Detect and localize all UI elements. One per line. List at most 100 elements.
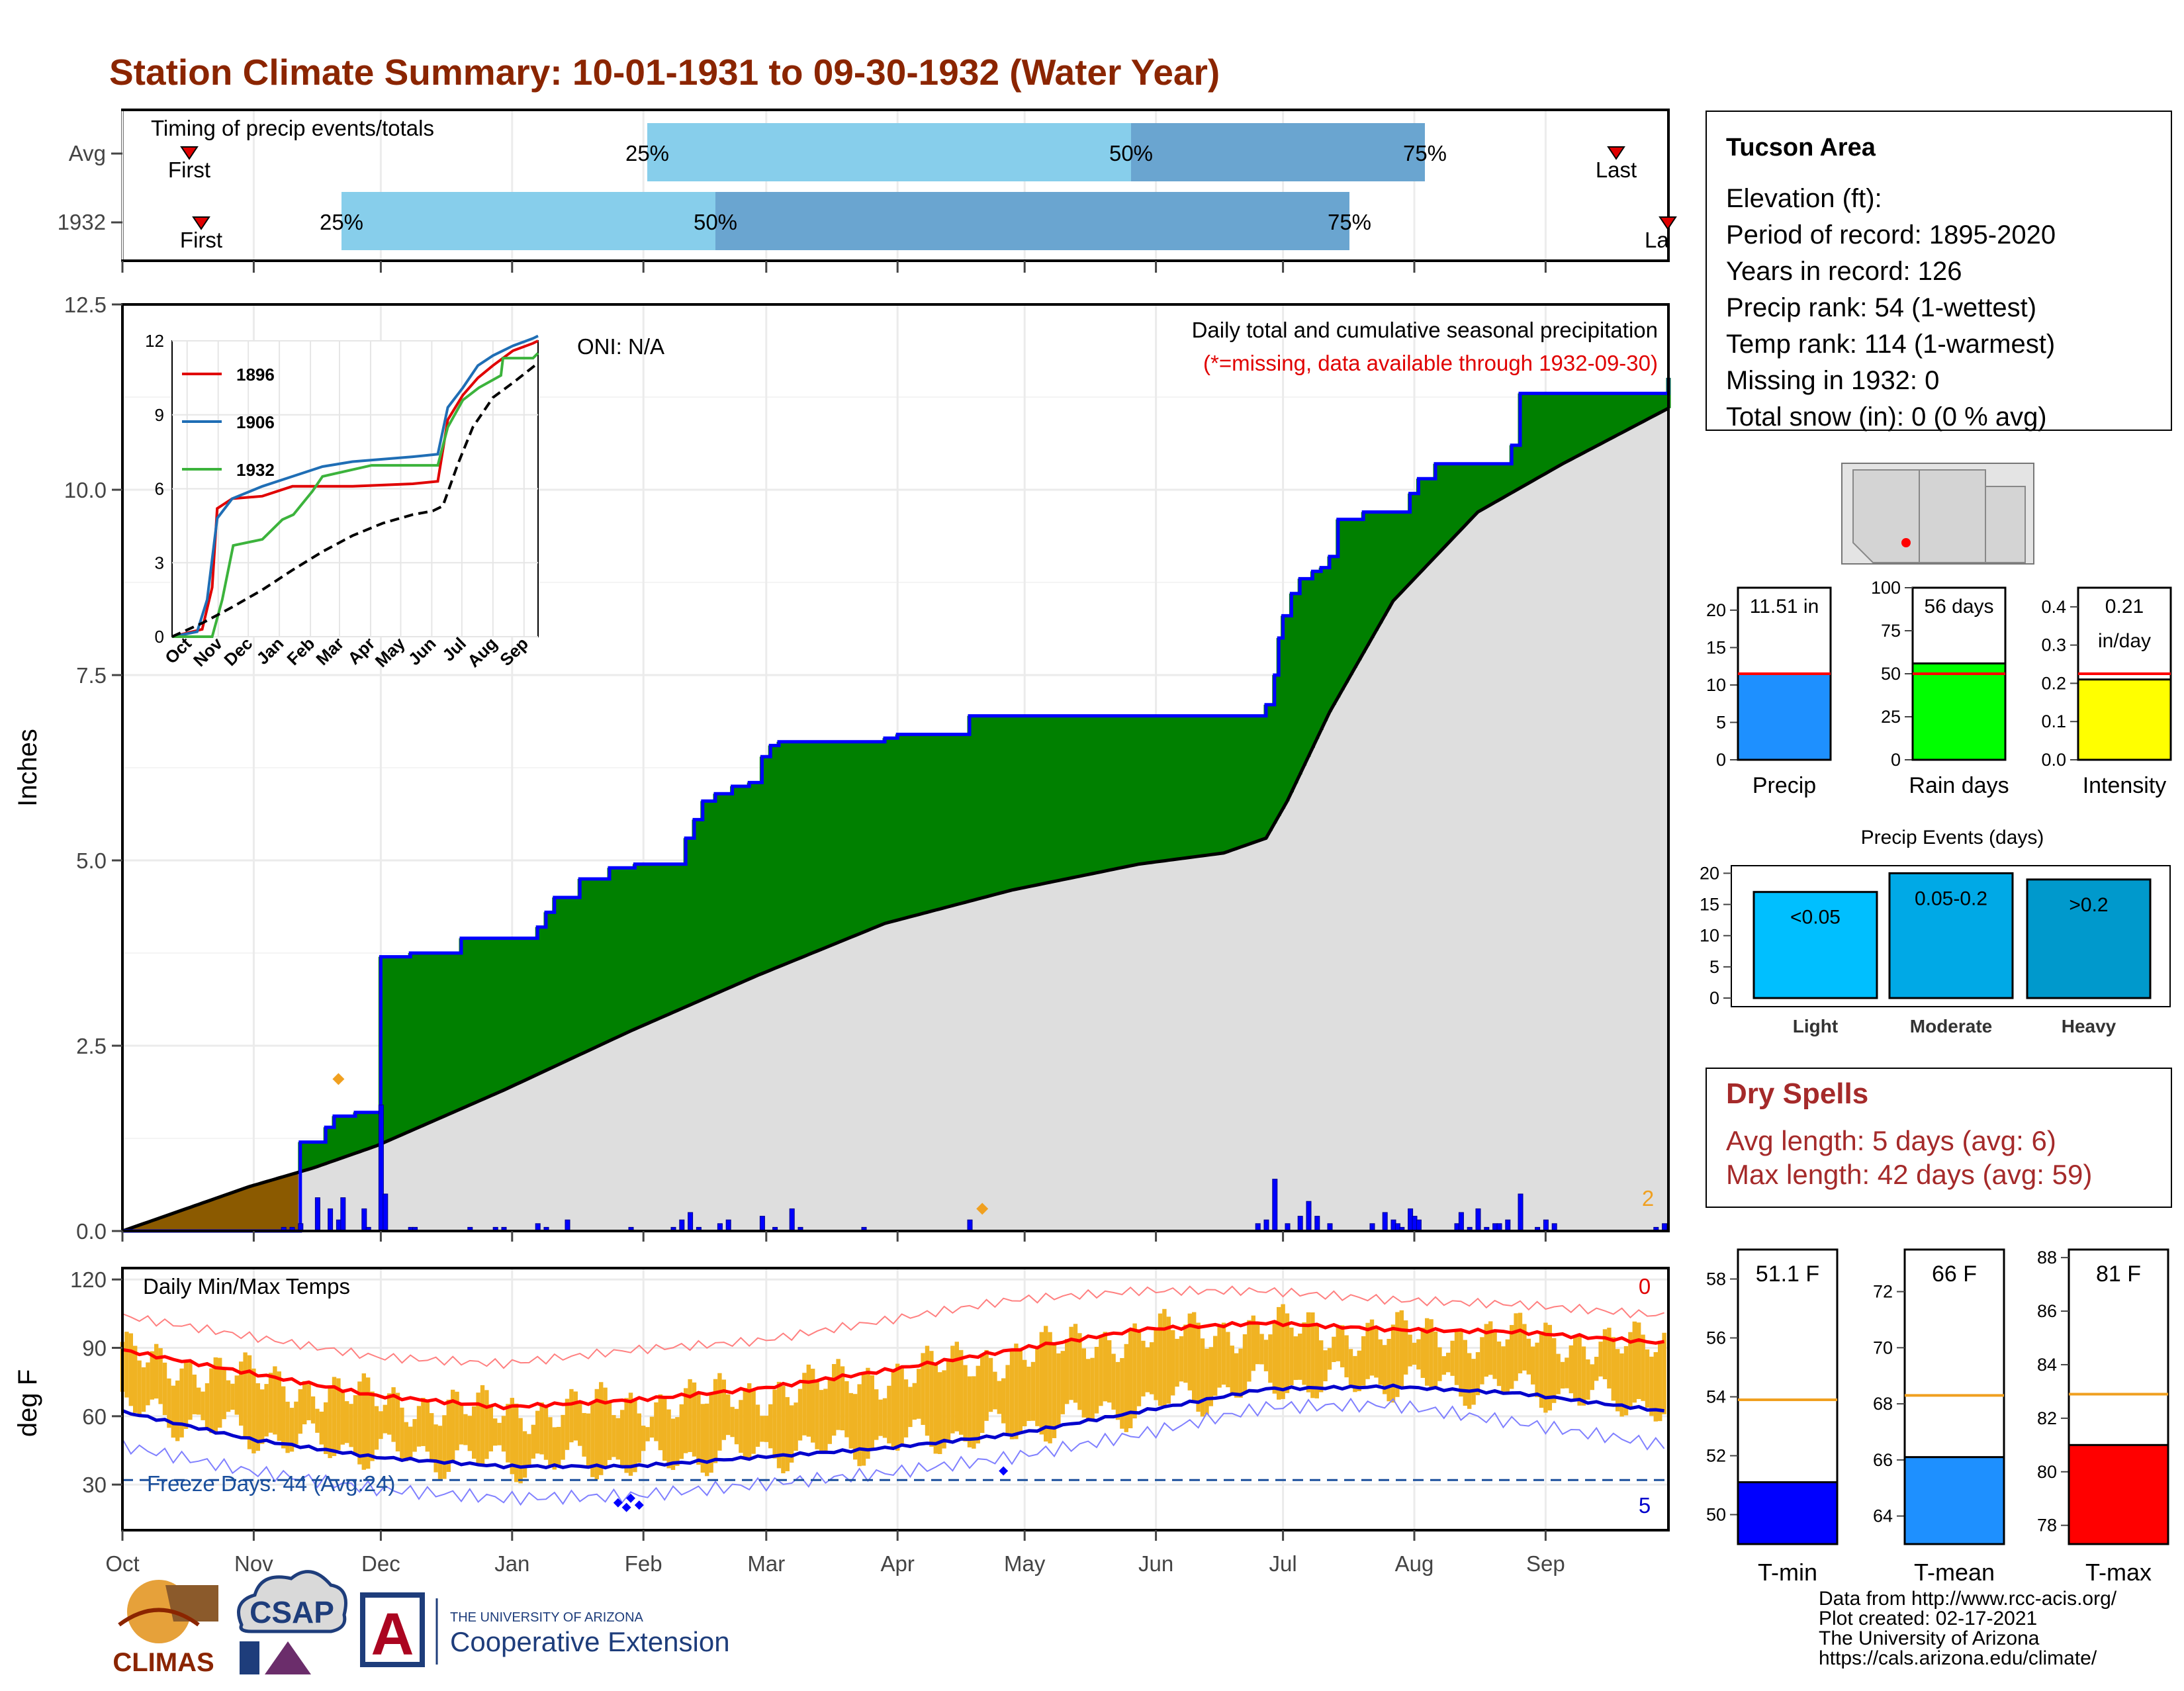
daily-temp-bar — [612, 1415, 616, 1457]
daily-temp-bar — [1369, 1319, 1375, 1376]
daily-temp-bar — [1522, 1324, 1527, 1371]
mini-bar-value-bar — [2077, 678, 2172, 761]
timing-1932-bar-25-50 — [341, 192, 715, 250]
daily-temp-bar — [1179, 1336, 1184, 1382]
daily-temp-bar — [878, 1399, 883, 1436]
daily-temp-bar — [268, 1373, 273, 1433]
daily-temp-bar — [552, 1427, 557, 1470]
daily-temp-bar — [1026, 1366, 1031, 1422]
daily-temp-bar — [1086, 1359, 1091, 1422]
temp-x-tick-label: Jan — [494, 1551, 529, 1576]
daily-temp-bar — [811, 1369, 815, 1443]
daily-temp-bar — [1272, 1320, 1277, 1394]
temp-summary-tick-label: 80 — [2037, 1462, 2057, 1482]
daily-temp-bar — [942, 1370, 946, 1449]
daily-temp-bar — [501, 1416, 506, 1452]
temp-summary-value-bar — [1903, 1456, 2005, 1545]
mini-bar-name: Precip — [1752, 773, 1816, 798]
daily-temp-bar — [264, 1384, 269, 1437]
daily-temp-bar — [615, 1418, 620, 1460]
daily-temp-bar — [1158, 1313, 1163, 1406]
daily-temp-bar — [1496, 1341, 1502, 1387]
daily-temp-bar — [565, 1398, 570, 1450]
ua-block-a: A — [371, 1602, 414, 1668]
daily-temp-bar — [332, 1377, 337, 1457]
daily-temp-bar — [1552, 1338, 1557, 1403]
daily-temp-bar — [302, 1381, 307, 1425]
daily-precip-bar — [789, 1208, 795, 1232]
daily-temp-bar — [1009, 1349, 1015, 1440]
daily-temp-bar — [1543, 1322, 1548, 1413]
daily-temp-bar — [908, 1387, 913, 1428]
temp-summary-tick-label: 86 — [2037, 1301, 2057, 1321]
ua-university-name: THE UNIVERSITY OF ARIZONA — [450, 1610, 644, 1625]
temp-summary-name: T-mean — [1914, 1559, 1995, 1586]
daily-temp-bar — [1637, 1322, 1641, 1399]
daily-temp-bar — [1255, 1322, 1260, 1365]
daily-temp-bar — [963, 1365, 968, 1441]
daily-temp-bar — [594, 1389, 599, 1480]
daily-temp-bar — [1048, 1332, 1052, 1443]
precip-y-tick-label: 10.0 — [64, 478, 107, 502]
daily-temp-bar — [874, 1389, 879, 1440]
oni-label: ONI: N/A — [577, 334, 664, 359]
daily-temp-bar — [637, 1413, 641, 1463]
daily-temp-bar — [1649, 1356, 1654, 1416]
daily-temp-bar — [688, 1379, 692, 1452]
daily-temp-bar — [459, 1402, 464, 1445]
daily-temp-bar — [853, 1394, 858, 1460]
daily-temp-bar — [1115, 1361, 1120, 1420]
daily-temp-bar — [336, 1378, 341, 1451]
daily-temp-bar — [1492, 1330, 1497, 1379]
daily-temp-bar — [1323, 1350, 1328, 1382]
daily-temp-bar — [226, 1380, 231, 1412]
daily-temp-bar — [1344, 1335, 1349, 1378]
daily-temp-bar — [844, 1381, 849, 1438]
daily-temp-bar — [1099, 1335, 1103, 1406]
daily-temp-bar — [717, 1373, 722, 1451]
daily-temp-bar — [730, 1406, 735, 1438]
daily-temp-bar — [234, 1375, 239, 1415]
daily-temp-bar — [518, 1418, 523, 1484]
daily-temp-bar — [785, 1396, 790, 1471]
daily-temp-bar — [1581, 1346, 1586, 1406]
daily-temp-bar — [1285, 1313, 1290, 1393]
daily-temp-bar — [705, 1403, 709, 1477]
avg-first-marker — [180, 146, 199, 160]
daily-temp-bar — [1077, 1333, 1082, 1410]
inset-y-tick-label: 12 — [145, 331, 164, 351]
mini-bar-intensity: 0.0 0.1 0.2 0.3 0.4 0.21 in/day Intensity — [2041, 586, 2172, 798]
daily-precip-bar — [759, 1216, 765, 1232]
daily-temp-bar — [1518, 1312, 1523, 1374]
events-tick-label: 5 — [1709, 957, 1719, 977]
mini-bar-tick-label: 50 — [1881, 664, 1901, 684]
daily-temp-bar — [1298, 1333, 1302, 1380]
temp-x-tick-label: Dec — [361, 1551, 400, 1576]
credits: Data from http://www.rcc-acis.org/ Plot … — [1819, 1588, 2117, 1669]
temp-y-tick-label: 90 — [82, 1336, 107, 1361]
daily-temp-bar — [488, 1404, 493, 1452]
daily-temp-bar — [1645, 1349, 1650, 1408]
daily-temp-bar — [1395, 1312, 1400, 1397]
daily-temp-bar — [1107, 1340, 1112, 1403]
daily-temp-bar — [506, 1404, 510, 1463]
daily-temp-bar — [387, 1393, 392, 1435]
daily-precip-bar — [1263, 1219, 1269, 1232]
daily-temp-bar — [1208, 1347, 1213, 1406]
timing-1932-bar-50-75 — [715, 192, 1349, 250]
events-bar-heavy — [2026, 878, 2152, 999]
daily-precip-bar — [1458, 1212, 1464, 1232]
daily-temp-bar — [497, 1422, 502, 1445]
y1932-last-label: La — [1645, 228, 1669, 252]
daily-temp-bar — [1001, 1378, 1006, 1424]
daily-temp-bar — [183, 1359, 189, 1430]
daily-temp-bar — [772, 1389, 777, 1459]
timing-panel: Timing of precip events/totals Avg 1932 … — [58, 109, 1677, 273]
info-period: Period of record: 1895-2020 — [1726, 220, 2056, 250]
csap-cloud — [237, 1570, 347, 1633]
avg-p25-label: 25% — [625, 141, 669, 165]
ua-cooperative-extension: Cooperative Extension — [450, 1626, 730, 1657]
daily-temp-bar — [1535, 1342, 1539, 1398]
events-tick-label: 0 — [1709, 988, 1719, 1008]
daily-temp-bar — [294, 1401, 298, 1445]
